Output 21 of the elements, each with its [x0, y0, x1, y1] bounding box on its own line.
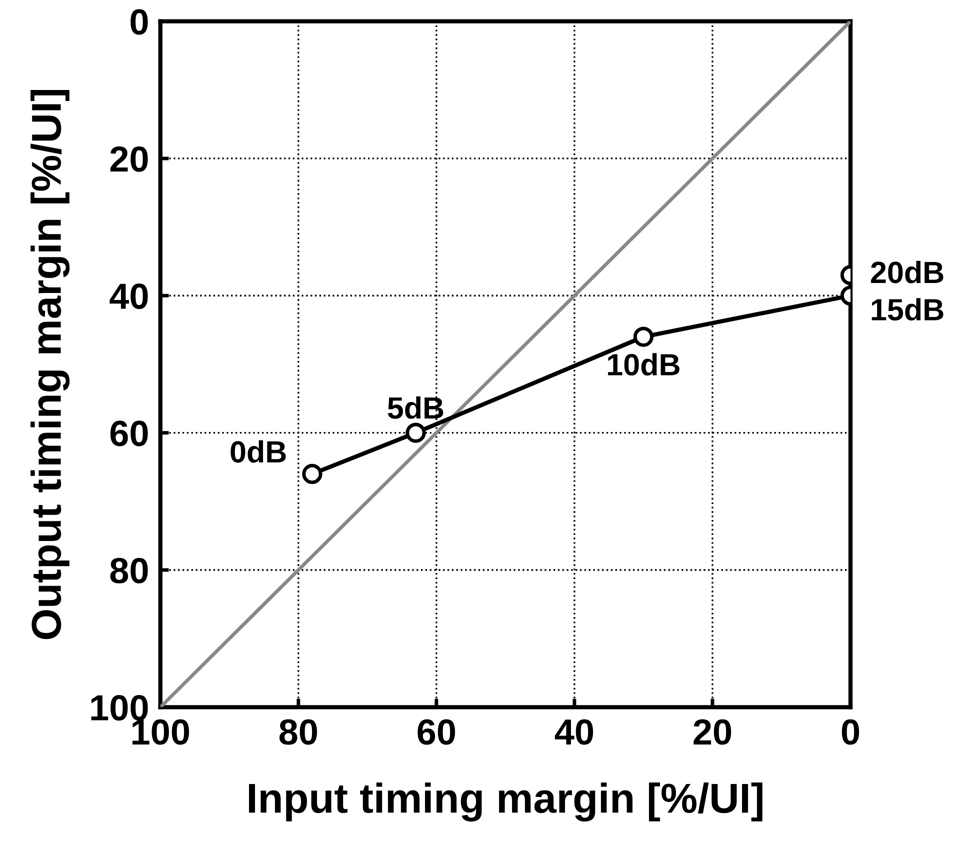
y-tick-label: 100: [91, 695, 148, 721]
y-tick-label: 80: [110, 558, 148, 584]
x-tick-label: 40: [554, 719, 594, 745]
y-axis-title: Output timing margin [%/UI]: [30, 90, 70, 640]
annotation: 5dB: [388, 396, 444, 419]
x-tick-label: 60: [418, 719, 456, 745]
annotation: 15dB: [872, 298, 944, 321]
x-tick-label: 80: [279, 719, 318, 745]
y-tick-label: 20: [110, 146, 148, 172]
y-tick-label: 60: [110, 420, 148, 446]
y-tick-label: 40: [110, 284, 148, 310]
x-tick-label: 0: [842, 719, 860, 745]
x-axis-title: Input timing margin [%/UI]: [249, 782, 762, 822]
x-tick-label: 100: [132, 719, 190, 745]
x-tick-label: 20: [694, 719, 732, 745]
point: [406, 422, 426, 443]
point: [302, 464, 322, 484]
annotation: 20dB: [871, 260, 944, 284]
y-tick-label: 0: [130, 9, 148, 35]
annotation: 0dB: [230, 440, 286, 463]
annotation: 10dB: [608, 353, 680, 376]
